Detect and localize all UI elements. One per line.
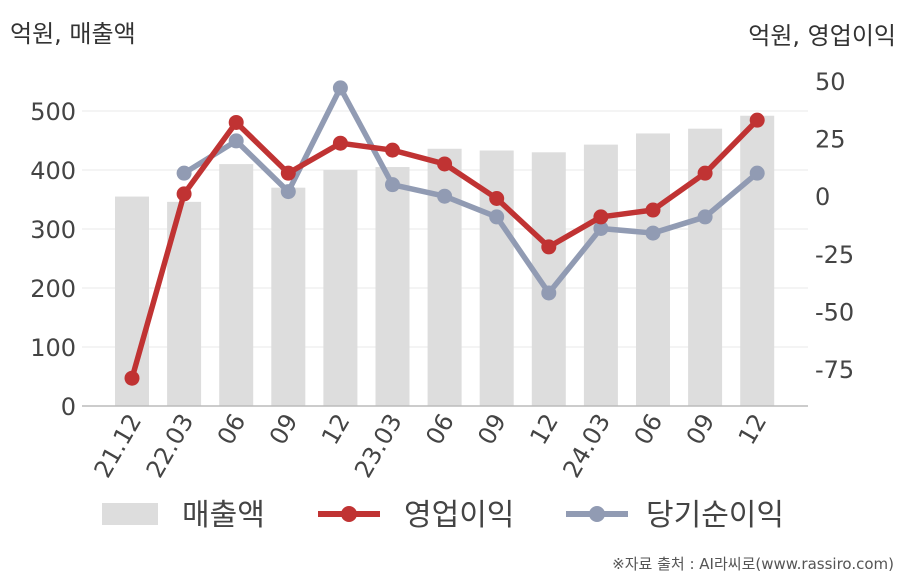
legend-label-net-income: 당기순이익	[646, 498, 784, 533]
bar-12	[740, 115, 775, 406]
right-tick-label: 0	[815, 183, 830, 211]
bar-6	[427, 148, 462, 406]
operating-profit-point	[228, 114, 244, 130]
net-income-point	[697, 209, 713, 225]
right-tick-label: -50	[815, 298, 854, 326]
bars	[115, 115, 775, 407]
right-tick-label: -75	[815, 356, 854, 384]
legend-marker-net-income	[589, 506, 605, 522]
net-income-point	[280, 184, 296, 200]
x-tick-label: 12	[524, 409, 564, 449]
operating-profit-point	[697, 165, 713, 181]
x-tick-label: 12	[316, 409, 356, 449]
left-axis-ticks: 0 100 200 300 400 500	[30, 98, 76, 421]
x-tick-label: 09	[681, 409, 721, 449]
right-tick-label: 50	[815, 68, 846, 96]
operating-profit-point	[593, 209, 609, 225]
left-tick-label: 500	[30, 98, 76, 126]
bar-3	[271, 187, 306, 406]
bar-5	[375, 167, 410, 406]
x-tick-label: 12	[733, 409, 773, 449]
x-tick-label: 23.03	[349, 409, 408, 483]
left-tick-label: 0	[61, 393, 76, 421]
operating-profit-point	[541, 239, 557, 255]
x-tick-label: 09	[264, 409, 304, 449]
line-net-income	[182, 85, 759, 296]
legend-marker-operating-profit	[341, 506, 357, 522]
legend-swatch-sales	[102, 503, 158, 525]
operating-profit-point	[437, 156, 453, 172]
x-tick-label: 24.03	[557, 409, 616, 483]
operating-profit-point	[385, 142, 400, 158]
net-income-point	[437, 188, 453, 204]
bar-10	[636, 133, 670, 407]
left-tick-label: 300	[30, 216, 76, 244]
net-income-point	[176, 165, 192, 181]
net-income-point	[332, 80, 348, 96]
net-income-point	[749, 165, 765, 181]
operating-profit-point	[280, 165, 296, 181]
net-income-point	[645, 225, 661, 241]
bar-4	[323, 170, 358, 406]
operating-profit-point	[489, 191, 505, 207]
operating-profit-point	[749, 112, 765, 128]
bar-9	[583, 144, 618, 406]
right-tick-label: 25	[815, 126, 846, 154]
net-income-point	[489, 209, 505, 225]
x-tick-label: 06	[420, 409, 460, 449]
operating-profit-point	[332, 135, 348, 151]
bar-2	[219, 164, 254, 406]
x-tick-label: 09	[472, 409, 512, 449]
legend-item-sales: 매출액	[182, 490, 265, 534]
x-tick-label: 22.03	[141, 409, 200, 483]
right-axis-ticks: -75 -50 -25 0 25 50	[815, 68, 854, 384]
operating-profit-point	[124, 370, 140, 386]
net-income-point	[385, 177, 400, 193]
x-tick-label: 21.12	[89, 409, 148, 483]
net-income-point	[228, 133, 244, 149]
net-income-point	[593, 220, 609, 236]
left-tick-label: 100	[30, 334, 76, 362]
legend-label-sales: 매출액	[182, 498, 265, 533]
operating-profit-point	[645, 202, 661, 218]
x-tick-label: 06	[629, 409, 669, 449]
source-note: ※자료 출처 : AI라씨로(www.rassiro.com)	[612, 555, 894, 573]
right-axis-unit: 억원, 영업이익	[748, 22, 896, 50]
left-tick-label: 200	[30, 275, 76, 303]
legend-item-net-income: 당기순이익	[646, 490, 784, 534]
net-income-point	[541, 285, 557, 301]
legend-swatches	[102, 503, 628, 525]
left-axis-unit: 억원, 매출액	[10, 20, 136, 48]
legend-item-operating-profit: 영업이익	[404, 490, 514, 534]
series-lines	[124, 80, 765, 386]
left-tick-label: 400	[30, 157, 76, 185]
operating-profit-point	[176, 186, 192, 202]
x-tick-label: 06	[212, 409, 252, 449]
right-tick-label: -25	[815, 241, 854, 269]
legend-label-operating-profit: 영업이익	[404, 498, 515, 533]
